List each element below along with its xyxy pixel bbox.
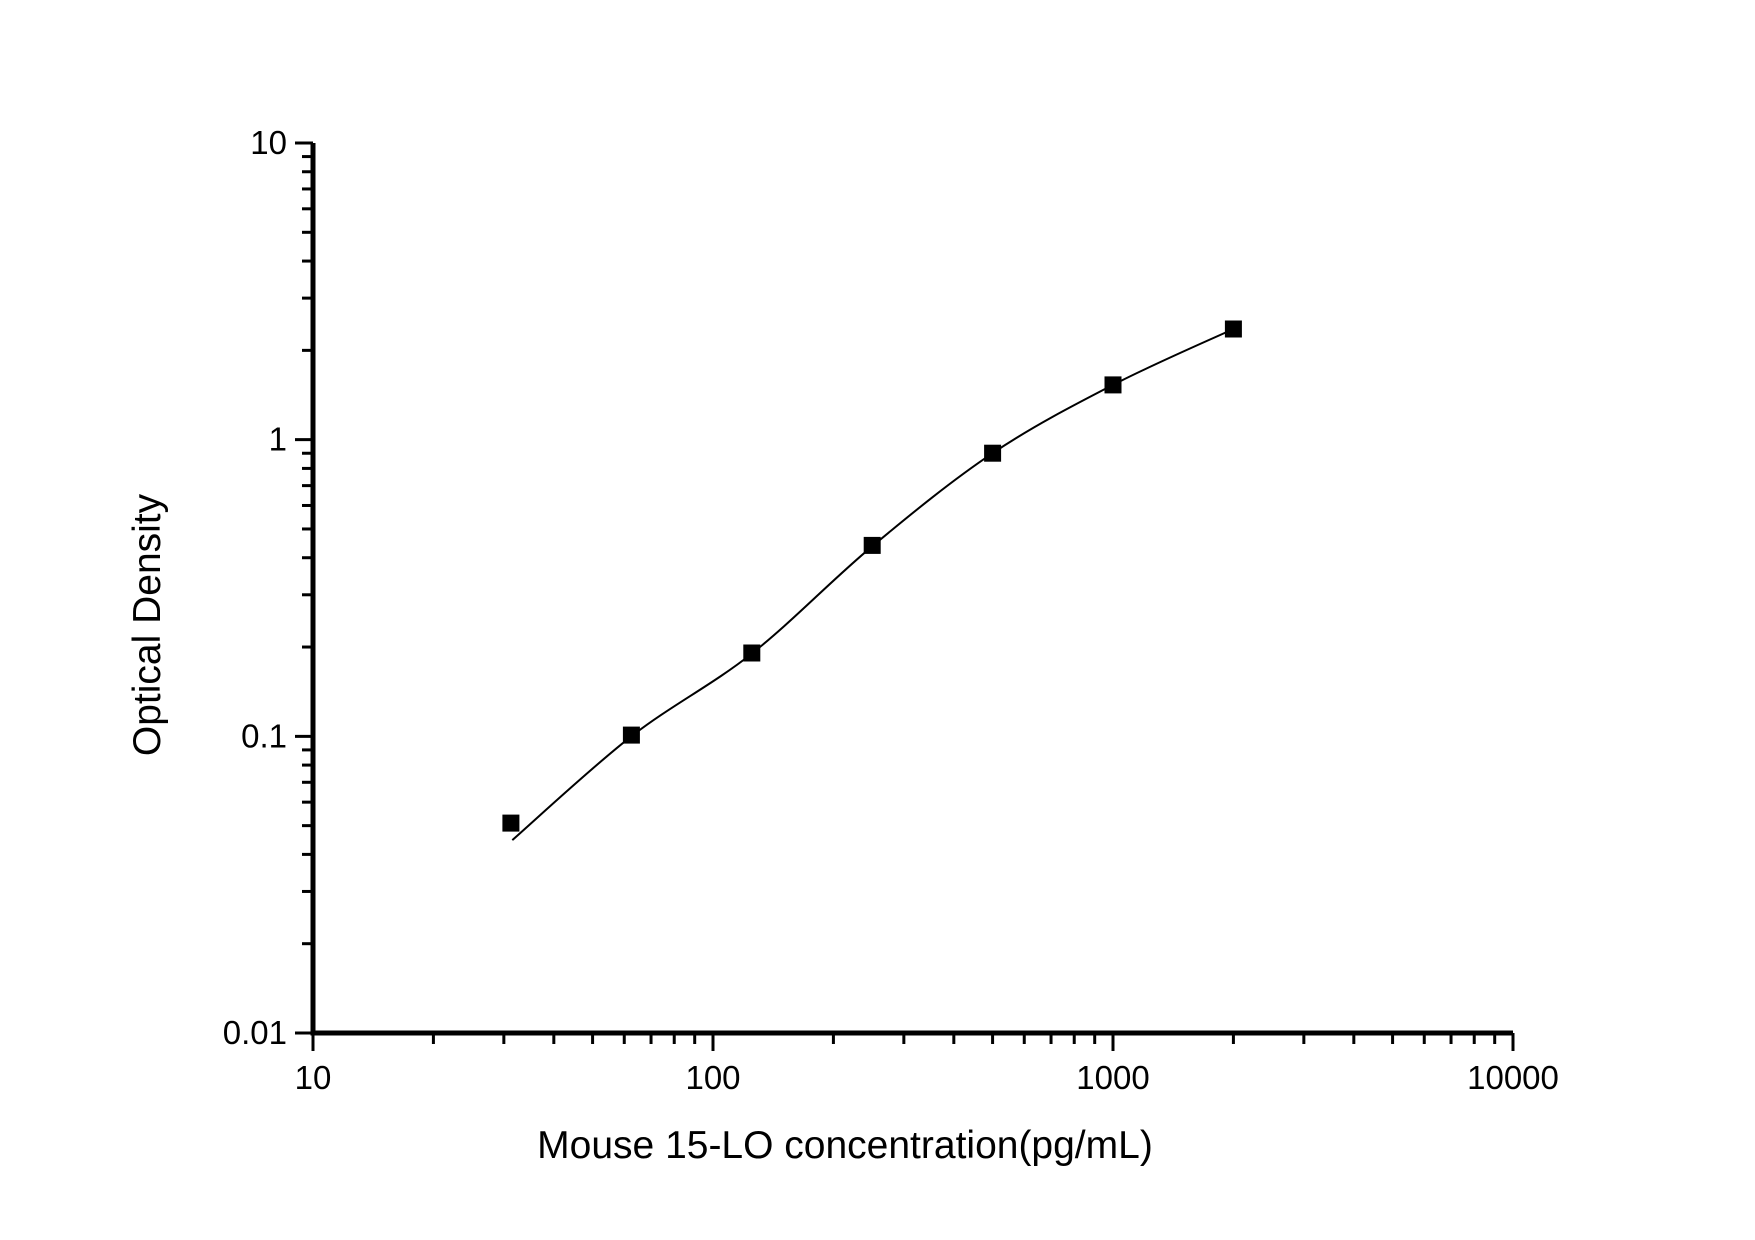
y-axis-tick-label: 0.01	[223, 1014, 287, 1051]
y-axis-tick-label: 10	[250, 124, 287, 161]
data-point-marker	[863, 536, 881, 554]
x-axis-title: Mouse 15-LO concentration(pg/mL)	[537, 1124, 1153, 1167]
y-axis-tick-label: 1	[269, 421, 287, 458]
data-series-layer	[502, 320, 1242, 841]
data-point-marker	[502, 814, 520, 832]
data-point-marker	[1224, 320, 1242, 338]
x-axis-tick-label: 1000	[1076, 1059, 1149, 1096]
y-axis-title: Optical Density	[126, 493, 169, 756]
axes-layer	[310, 143, 1513, 1036]
y-axis-tick-label: 0.1	[241, 717, 287, 754]
fit-curve-line	[511, 328, 1234, 841]
tick-label-layer: 10 100 1000 10000 10 1 0.1 0.01	[223, 124, 1559, 1096]
x-axis-tick-label: 10	[295, 1059, 332, 1096]
data-point-marker	[1104, 376, 1122, 394]
axis-spine	[310, 143, 1513, 1036]
tick-layer	[295, 141, 1515, 1051]
data-point-marker	[622, 726, 640, 744]
data-point-marker	[743, 644, 761, 662]
x-axis-tick-label: 10000	[1467, 1059, 1559, 1096]
data-point-marker	[984, 444, 1002, 462]
x-axis-tick-label: 100	[685, 1059, 740, 1096]
